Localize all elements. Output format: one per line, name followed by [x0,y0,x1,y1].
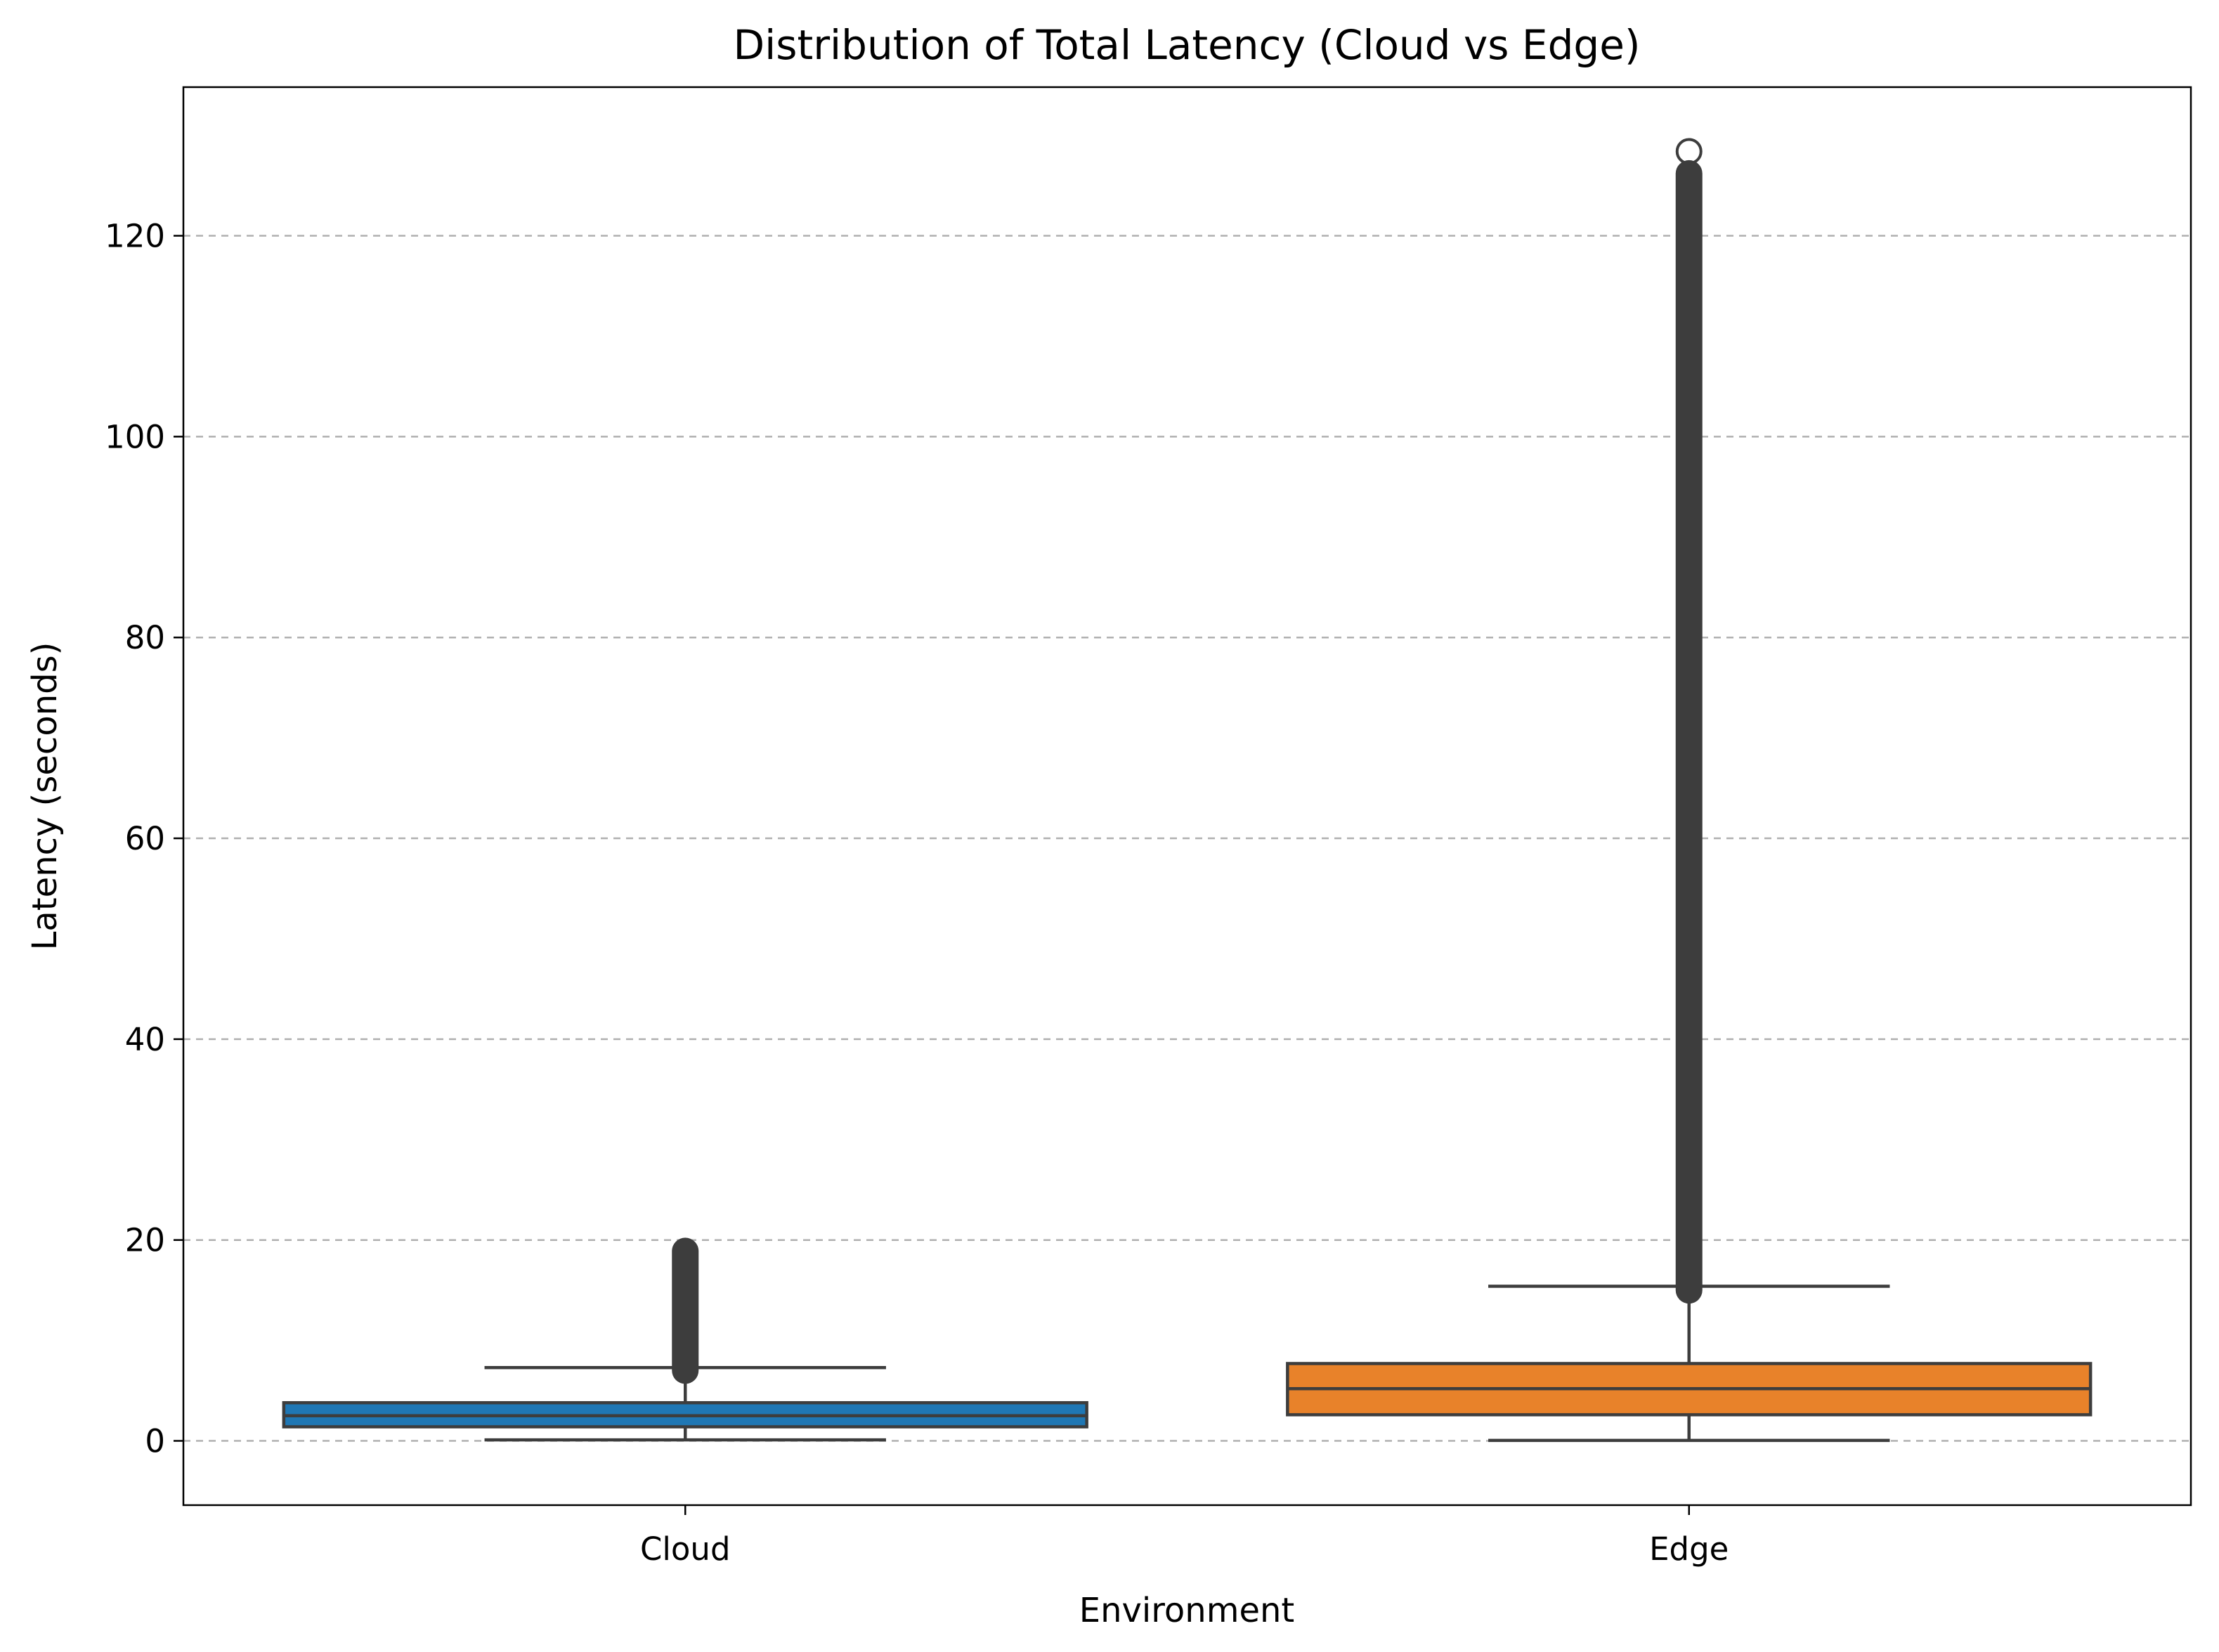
y-tick-label: 80 [125,619,165,656]
y-axis-label: Latency (seconds) [25,642,65,951]
y-tick-label: 0 [145,1423,165,1460]
x-axis-label: Environment [1079,1591,1295,1630]
box-cloud [282,1237,1088,1442]
box-edge [1286,138,2093,1443]
y-tick-label: 40 [125,1021,165,1058]
x-tick-label-cloud: Cloud [640,1530,731,1568]
plot-frame [182,86,2192,1507]
axis-ticks: 0 20 40 60 80 100 120 Cloud Edge [105,218,1729,1568]
chart-title: Distribution of Total Latency (Cloud vs … [733,21,1640,69]
y-tick-label: 100 [105,418,165,455]
outlier-point [1675,138,1703,165]
grid [183,235,2191,1442]
box-series [282,138,2093,1443]
y-tick-label: 20 [125,1222,165,1259]
y-tick-label: 60 [125,820,165,857]
x-tick-label-edge: Edge [1649,1530,1729,1568]
y-tick-label: 120 [105,218,165,255]
